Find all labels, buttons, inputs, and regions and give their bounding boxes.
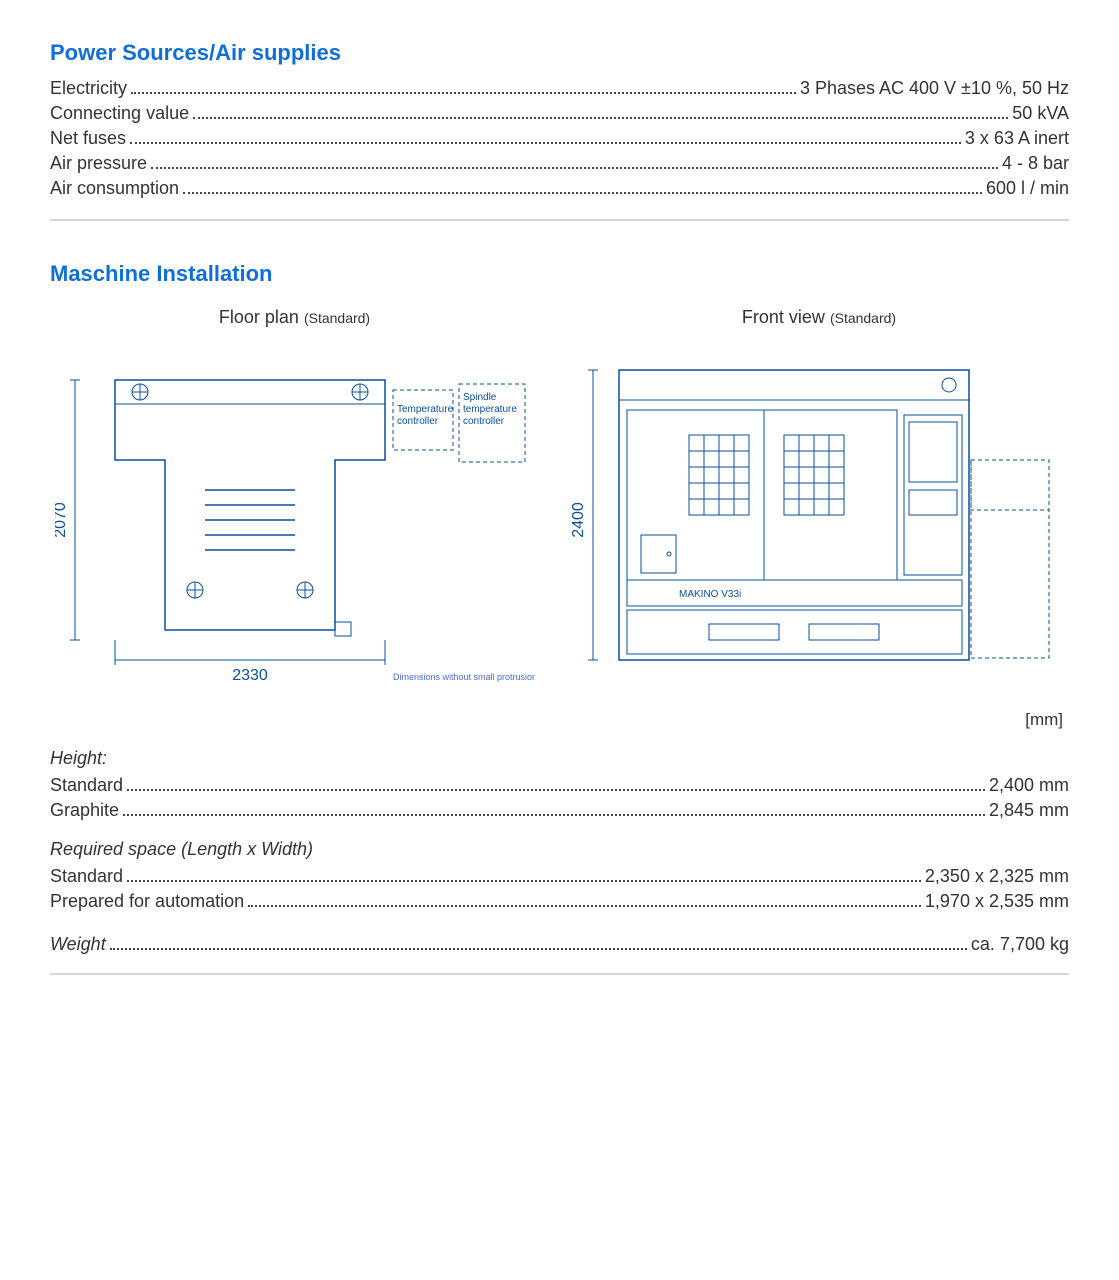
section-divider [50,973,1069,975]
front-view-drawing: 2400 [569,340,1069,700]
spec-label: Standard [50,866,123,887]
vent-grid-icon [784,435,844,515]
height-heading: Height: [50,748,1069,769]
dot-leader [193,109,1008,119]
spec-row: Electricity 3 Phases AC 400 V ±10 %, 50 … [50,78,1069,99]
spec-row: Air pressure 4 - 8 bar [50,153,1069,174]
weight-value: ca. 7,700 kg [971,934,1069,955]
dot-leader [131,84,796,94]
front-view-caption: Front view (Standard) [742,307,896,328]
model-label: MAKINO V33i [679,589,741,600]
spec-row: Prepared for automation 1,970 x 2,535 mm [50,891,1069,912]
caption-main: Floor plan [219,307,299,327]
vent-grid-icon [689,435,749,515]
floor-plan-caption: Floor plan (Standard) [219,307,370,328]
temp-controller-label: Temperature [397,404,454,415]
dot-leader [123,806,985,816]
logo-circle-icon [942,378,956,392]
width-dim: 2330 [232,667,268,684]
spec-value: 3 x 63 A inert [965,128,1069,149]
spec-value: 1,970 x 2,535 mm [925,891,1069,912]
drawing-footnote: Dimensions without small protrusions [393,672,535,682]
depth-dim: 2070 [55,502,69,538]
installation-title: Maschine Installation [50,261,1069,287]
svg-text:controller: controller [397,416,439,427]
spec-value: 3 Phases AC 400 V ±10 %, 50 Hz [800,78,1069,99]
spec-label: Air pressure [50,153,147,174]
svg-text:temperature: temperature [463,404,517,415]
floor-plan-drawing: 2070 [55,340,535,700]
dot-leader [127,781,985,791]
leveling-pad-icon [297,582,313,598]
spec-label: Standard [50,775,123,796]
space-heading: Required space (Length x Width) [50,839,1069,860]
section-divider [50,219,1069,221]
power-title: Power Sources/Air supplies [50,40,1069,66]
spec-row: Air consumption 600 l / min [50,178,1069,199]
leveling-pad-icon [132,384,148,400]
caption-sub: (Standard) [830,310,896,326]
front-view-column: Front view (Standard) 2400 [569,307,1069,700]
spec-row: Connecting value 50 kVA [50,103,1069,124]
dot-leader [110,940,967,950]
leveling-pad-icon [352,384,368,400]
spec-value: 2,845 mm [989,800,1069,821]
svg-text:controller: controller [463,416,505,427]
dot-leader [151,159,998,169]
spec-label: Electricity [50,78,127,99]
spec-value: 2,400 mm [989,775,1069,796]
spec-label: Net fuses [50,128,126,149]
dot-leader [183,184,982,194]
unit-label: [mm] [50,710,1063,730]
caption-main: Front view [742,307,825,327]
spec-row: Net fuses 3 x 63 A inert [50,128,1069,149]
spec-label: Prepared for automation [50,891,244,912]
spec-value: 2,350 x 2,325 mm [925,866,1069,887]
floor-plan-column: Floor plan (Standard) 2070 [50,307,539,700]
spec-row: Standard 2,350 x 2,325 mm [50,866,1069,887]
spindle-temp-controller-label: Spindle [463,392,497,403]
spec-label: Graphite [50,800,119,821]
caption-sub: (Standard) [304,310,370,326]
spec-row: Standard 2,400 mm [50,775,1069,796]
spec-value: 50 kVA [1012,103,1069,124]
dot-leader [248,897,921,907]
drawings-row: Floor plan (Standard) 2070 [50,307,1069,700]
spec-value: 4 - 8 bar [1002,153,1069,174]
spec-label: Connecting value [50,103,189,124]
spec-value: 600 l / min [986,178,1069,199]
dot-leader [130,134,961,144]
weight-label: Weight [50,934,106,955]
weight-row: Weight ca. 7,700 kg [50,934,1069,955]
leveling-pad-icon [187,582,203,598]
dot-leader [127,872,921,882]
height-dim: 2400 [570,502,587,538]
spec-label: Air consumption [50,178,179,199]
spec-row: Graphite 2,845 mm [50,800,1069,821]
